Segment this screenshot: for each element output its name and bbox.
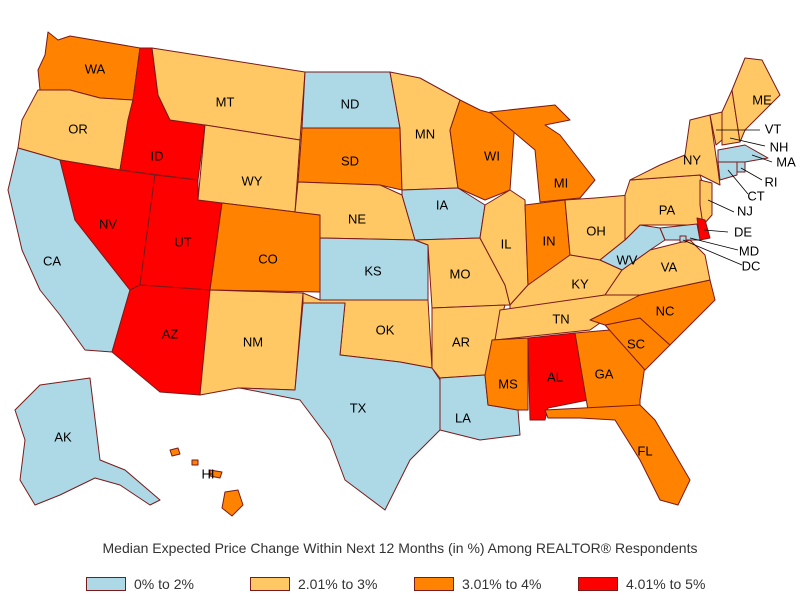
label-nh: NH: [770, 139, 789, 154]
state-WY[interactable]: [197, 124, 301, 213]
legend-swatch-1: [86, 577, 126, 591]
label-va: VA: [661, 259, 678, 274]
label-ms: MS: [498, 376, 518, 391]
state-NY[interactable]: [629, 114, 721, 186]
label-al: AL: [547, 369, 563, 384]
label-me: ME: [752, 92, 772, 107]
label-hi: HI: [202, 466, 215, 481]
label-ky: KY: [571, 276, 589, 291]
label-ne: NE: [348, 211, 366, 226]
label-fl: FL: [637, 443, 652, 458]
label-il: IL: [501, 236, 512, 251]
state-HI[interactable]: [221, 489, 244, 517]
label-nj: NJ: [737, 203, 753, 218]
state-NJ[interactable]: [699, 179, 713, 226]
leader-ri: [740, 167, 763, 181]
us-state-map: WA OR CA ID NV UT AZ MT WY CO NM ND SD N…: [7, 31, 796, 517]
label-ks: KS: [364, 263, 382, 278]
state-labels: WA OR CA ID NV UT AZ MT WY CO NM ND SD N…: [43, 61, 796, 481]
label-sd: SD: [341, 153, 359, 168]
label-ri: RI: [765, 174, 778, 189]
label-oh: OH: [586, 223, 606, 238]
legend-item-1: 0% to 2%: [86, 572, 194, 596]
state-MD[interactable]: [659, 223, 701, 241]
label-tn: TN: [552, 311, 569, 326]
label-ar: AR: [452, 334, 470, 349]
label-ma: MA: [776, 154, 796, 169]
state-IA[interactable]: [401, 187, 486, 241]
label-de: DE: [734, 224, 752, 239]
state-SD[interactable]: [297, 127, 403, 191]
label-ct: CT: [747, 188, 764, 203]
leader-ct: [727, 169, 749, 195]
legend-item-4: 4.01% to 5%: [578, 572, 705, 596]
label-md: MD: [739, 243, 759, 258]
label-ok: OK: [376, 322, 395, 337]
leader-nj: [707, 199, 735, 213]
leader-dc: [682, 239, 743, 266]
label-nd: ND: [341, 96, 360, 111]
label-in: IN: [543, 233, 556, 248]
legend-item-3: 3.01% to 4%: [414, 572, 541, 596]
legend-label-1: 0% to 2%: [134, 576, 194, 592]
state-KS[interactable]: [319, 237, 429, 301]
state-FL[interactable]: [544, 404, 691, 506]
state-RI[interactable]: [736, 161, 746, 173]
state-HI-small-2[interactable]: [191, 459, 199, 466]
label-nm: NM: [243, 334, 263, 349]
label-pa: PA: [659, 202, 676, 217]
map-title: Median Expected Price Change Within Next…: [102, 540, 698, 556]
label-mi: MI: [554, 175, 568, 190]
label-or: OR: [68, 121, 88, 136]
label-ut: UT: [174, 234, 191, 249]
legend-swatch-2: [250, 577, 290, 591]
state-CO[interactable]: [209, 202, 321, 293]
label-ga: GA: [595, 366, 614, 381]
label-mt: MT: [216, 94, 235, 109]
label-co: CO: [258, 251, 278, 266]
state-ME[interactable]: [731, 57, 781, 143]
state-TX[interactable]: [239, 302, 441, 511]
label-ny: NY: [683, 152, 701, 167]
label-vt: VT: [765, 121, 782, 136]
leader-de: [703, 229, 729, 233]
legend-label-2: 2.01% to 3%: [298, 576, 378, 592]
label-ca: CA: [43, 253, 61, 268]
label-id: ID: [151, 148, 164, 163]
label-tx: TX: [350, 400, 367, 415]
label-wa: WA: [85, 61, 106, 76]
state-MI[interactable]: [489, 104, 596, 203]
legend: 0% to 2% 2.01% to 3% 3.01% to 4% 4.01% t…: [0, 572, 800, 596]
leader-md: [689, 237, 739, 251]
label-mo: MO: [450, 266, 471, 281]
legend-swatch-4: [578, 577, 618, 591]
label-wv: WV: [617, 252, 638, 267]
state-WI[interactable]: [449, 99, 516, 201]
label-sc: SC: [627, 336, 645, 351]
label-az: AZ: [162, 326, 179, 341]
label-dc: DC: [742, 258, 761, 273]
label-ak: AK: [54, 429, 72, 444]
label-la: LA: [455, 410, 471, 425]
label-wy: WY: [242, 173, 263, 188]
legend-swatch-3: [414, 577, 454, 591]
state-AK[interactable]: [14, 377, 161, 506]
state-HI-small-1[interactable]: [169, 447, 181, 457]
leader-ma: [751, 154, 773, 163]
leader-nh: [729, 137, 766, 147]
state-MS[interactable]: [484, 337, 529, 411]
label-ia: IA: [436, 197, 449, 212]
label-nv: NV: [99, 216, 117, 231]
label-mn: MN: [415, 126, 435, 141]
label-nc: NC: [656, 303, 675, 318]
legend-label-3: 3.01% to 4%: [462, 576, 542, 592]
state-MA[interactable]: [717, 144, 769, 163]
label-wi: WI: [484, 148, 500, 163]
legend-item-2: 2.01% to 3%: [250, 572, 377, 596]
legend-label-4: 4.01% to 5%: [626, 576, 706, 592]
